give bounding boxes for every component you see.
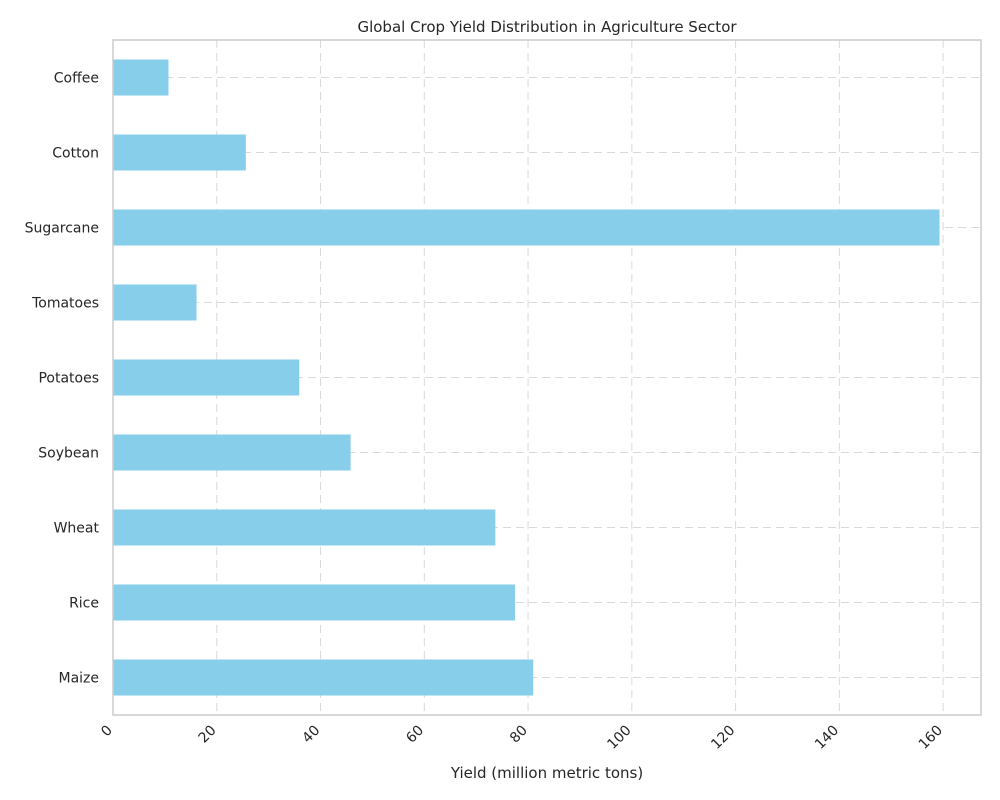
bar-tomatoes [113, 284, 197, 321]
bar-cotton [113, 134, 246, 171]
x-tick-labels: 0 20 40 60 80 100 120 140 160 [98, 723, 946, 753]
y-tick-label: Tomatoes [31, 296, 99, 312]
chart-title: Global Crop Yield Distribution in Agricu… [357, 18, 737, 36]
y-tick-label: Wheat [54, 521, 100, 537]
x-axis-label: Yield (million metric tons) [450, 764, 643, 782]
bar-potatoes [113, 359, 300, 396]
x-tick-label: 0 [98, 723, 116, 741]
x-tick-label: 60 [403, 723, 427, 747]
bars [113, 59, 940, 696]
y-tick-label: Rice [69, 596, 99, 612]
x-tick-label: 80 [507, 723, 531, 747]
x-tick-label: 40 [299, 723, 323, 747]
bar-wheat [113, 509, 496, 546]
bar-rice [113, 584, 516, 621]
y-tick-label: Potatoes [38, 371, 99, 387]
x-tick-label: 20 [196, 723, 220, 747]
x-tick-label: 100 [604, 723, 634, 753]
y-tick-label: Soybean [38, 446, 99, 462]
y-tick-label: Cotton [52, 146, 99, 162]
y-tick-label: Coffee [54, 71, 99, 87]
bar-maize [113, 659, 534, 696]
bar-coffee [113, 59, 169, 96]
bar-sugarcane [113, 209, 940, 246]
plot-frame [112, 39, 982, 716]
bar-soybean [113, 434, 351, 471]
y-tick-labels: Maize Rice Wheat Soybean Potatoes Tomatoes Sug… [25, 71, 100, 687]
x-tick-label: 160 [916, 723, 946, 753]
y-tick-label: Maize [58, 671, 99, 687]
x-tick-label: 120 [708, 723, 738, 753]
x-tick-label: 140 [812, 723, 842, 753]
y-tick-label: Sugarcane [25, 221, 99, 237]
